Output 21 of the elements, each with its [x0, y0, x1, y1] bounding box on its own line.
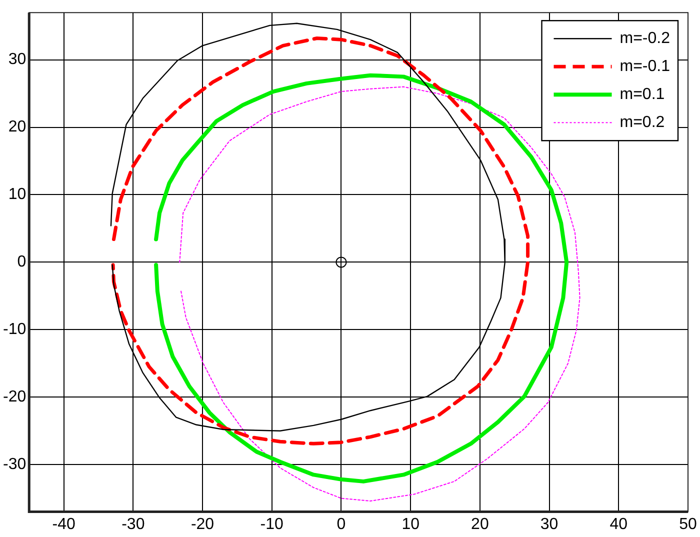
- y-tick-label: -30: [3, 456, 26, 473]
- x-tick-label: 0: [336, 516, 346, 533]
- y-tick-label: 20: [8, 118, 26, 136]
- legend-label: m=0.2: [620, 114, 665, 132]
- x-tick-label: -20: [190, 516, 214, 533]
- legend-label: m=-0.1: [620, 58, 670, 76]
- y-tick-label: 30: [8, 51, 26, 68]
- legend-label: m=-0.2: [620, 30, 670, 48]
- x-tick-label: 30: [540, 516, 558, 533]
- x-tick-label: 50: [679, 516, 697, 533]
- y-tick-label: -20: [3, 388, 26, 406]
- x-tick-label: -40: [52, 516, 76, 533]
- x-tick-label: 20: [471, 516, 489, 533]
- x-tick-label: -10: [260, 516, 284, 533]
- x-tick-label: 10: [402, 516, 420, 533]
- legend-label: m=0.1: [620, 86, 665, 104]
- y-tick-label: -10: [3, 321, 26, 338]
- x-tick-label: 40: [610, 516, 628, 533]
- y-tick-label: 10: [8, 186, 26, 204]
- y-tick-label: 0: [17, 254, 26, 271]
- x-tick-label: -30: [122, 516, 145, 533]
